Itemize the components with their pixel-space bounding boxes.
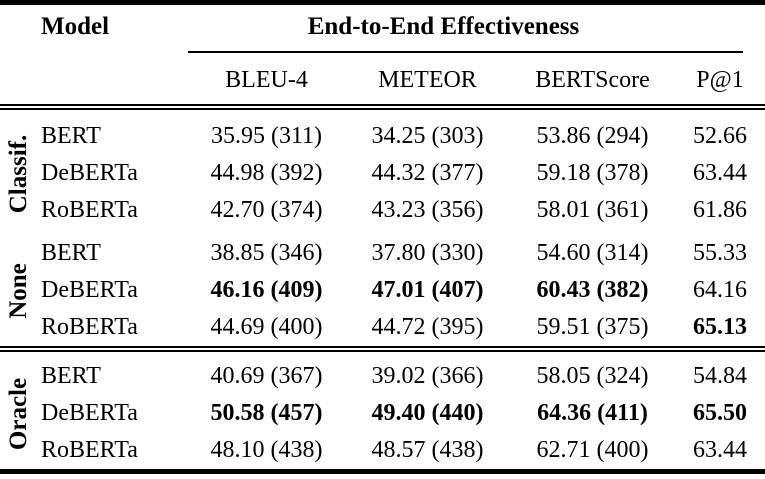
- meteor-value: 39.02 (366): [371, 363, 484, 389]
- bertscore-value: 59.51 (375): [536, 314, 649, 340]
- column-header-p-at-1: P@1: [696, 66, 744, 93]
- group-label-oracle: Oracle: [0, 358, 38, 469]
- meteor-value: 44.72 (395): [371, 314, 484, 340]
- bertscore-value: 58.05 (324): [536, 363, 649, 389]
- column-group-header: End-to-End Effectiveness: [307, 12, 580, 40]
- bleu4-value: 50.58 (457): [210, 400, 323, 426]
- model-name: BERT: [41, 123, 101, 149]
- group-label-text: None: [5, 262, 32, 319]
- meteor-value: 37.80 (330): [371, 240, 484, 266]
- bleu4-value: 44.98 (392): [210, 160, 323, 186]
- p-at-1-value: 55.33: [693, 240, 747, 266]
- p-at-1-value: 64.16: [693, 277, 747, 303]
- group-label-none: None: [0, 235, 38, 346]
- group-none: None BERT 38.85 (346) 37.80 (330) 54.60 …: [0, 229, 765, 346]
- bertscore-value: 59.18 (378): [536, 160, 649, 186]
- bleu4-value: 48.10 (438): [210, 437, 323, 463]
- bertscore-value: 58.01 (361): [536, 197, 649, 223]
- bertscore-value: 54.60 (314): [536, 240, 649, 266]
- meteor-value: 43.23 (356): [371, 197, 484, 223]
- column-header-bertscore: BERTScore: [535, 66, 650, 93]
- group-label-text: Classif.: [5, 134, 33, 213]
- p-at-1-value: 54.84: [693, 363, 747, 389]
- meteor-value: 49.40 (440): [371, 400, 484, 426]
- meteor-value: 44.32 (377): [371, 160, 484, 186]
- cmidrule: [188, 51, 743, 53]
- model-name: RoBERTa: [41, 314, 138, 340]
- p-at-1-value: 63.44: [693, 437, 747, 463]
- model-name: BERT: [41, 240, 101, 266]
- model-name: DeBERTa: [41, 277, 138, 303]
- p-at-1-value: 63.44: [693, 160, 747, 186]
- p-at-1-value: 61.86: [693, 197, 747, 223]
- bleu4-value: 38.85 (346): [210, 240, 323, 266]
- group-oracle: Oracle BERT 40.69 (367) 39.02 (366) 58.0…: [0, 352, 765, 469]
- top-rule: [0, 0, 765, 5]
- meteor-value: 47.01 (407): [371, 277, 484, 303]
- bleu4-value: 35.95 (311): [210, 123, 323, 149]
- bleu4-value: 40.69 (367): [210, 363, 323, 389]
- cmidrule-row: [0, 48, 765, 56]
- model-name: RoBERTa: [41, 197, 138, 223]
- group-classif: Classif. BERT 35.95 (311) 34.25 (303) 53…: [0, 110, 765, 229]
- p-at-1-value: 52.66: [693, 123, 747, 149]
- bertscore-value: 60.43 (382): [536, 277, 649, 303]
- meteor-value: 34.25 (303): [371, 123, 484, 149]
- model-name: DeBERTa: [41, 160, 138, 186]
- column-header-model: Model: [41, 12, 110, 40]
- meteor-value: 48.57 (438): [371, 437, 484, 463]
- header-double-rule: [0, 104, 765, 110]
- header-row-1: Model End-to-End Effectiveness: [0, 5, 765, 48]
- header-row-2: BLEU-4 METEOR BERTScore P@1: [0, 56, 765, 104]
- bottom-rule: [0, 469, 765, 474]
- column-header-bleu4: BLEU-4: [225, 66, 308, 93]
- bertscore-value: 64.36 (411): [537, 400, 648, 426]
- model-name: BERT: [41, 363, 101, 389]
- bertscore-value: 53.86 (294): [536, 123, 649, 149]
- bertscore-value: 62.71 (400): [536, 437, 649, 463]
- group-label-classif: Classif.: [0, 118, 38, 229]
- model-name: DeBERTa: [41, 400, 138, 426]
- bleu4-value: 44.69 (400): [210, 314, 323, 340]
- p-at-1-value: 65.13: [693, 314, 747, 340]
- column-header-meteor: METEOR: [378, 66, 477, 93]
- mid-double-rule: [0, 346, 765, 352]
- p-at-1-value: 65.50: [693, 400, 747, 426]
- model-name: RoBERTa: [41, 437, 138, 463]
- bleu4-value: 42.70 (374): [210, 197, 323, 223]
- group-label-text: Oracle: [5, 377, 32, 450]
- bleu4-value: 46.16 (409): [210, 277, 323, 303]
